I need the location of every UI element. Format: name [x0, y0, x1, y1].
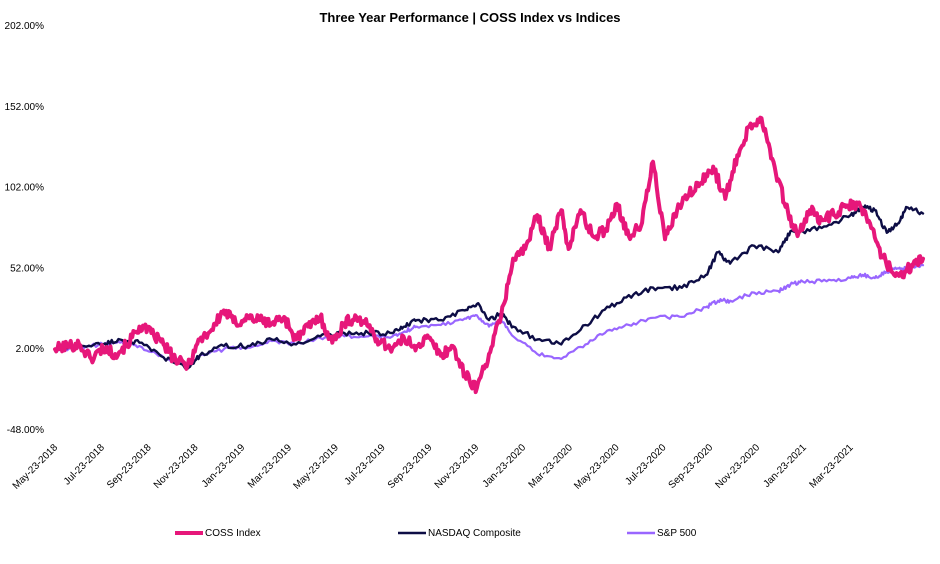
series-lines [53, 115, 925, 395]
x-tick-label: Mar-23-2019 [246, 442, 295, 491]
x-tick-label: Nov-23-2018 [152, 442, 201, 491]
x-tick-label: Jan-23-2020 [481, 442, 529, 490]
x-tick-label: Jul-23-2018 [62, 442, 107, 487]
legend-item-coss-index: COSS Index [175, 528, 261, 539]
y-tick-label: -48.00% [7, 425, 44, 436]
x-tick-label: May-23-2018 [11, 442, 61, 492]
legend-label: COSS Index [205, 528, 261, 539]
legend-item-nasdaq-composite: NASDAQ Composite [398, 528, 521, 539]
x-tick-label: Jul-23-2019 [343, 442, 388, 487]
chart-title: Three Year Performance | COSS Index vs I… [319, 10, 620, 25]
x-tick-label: Nov-23-2019 [433, 442, 482, 491]
x-tick-label: May-23-2020 [572, 442, 622, 492]
y-tick-label: 2.00% [16, 344, 44, 355]
x-tick-label: Jul-23-2020 [623, 442, 668, 487]
coss-index-line [53, 115, 925, 395]
x-tick-label: Sep-23-2018 [105, 442, 154, 491]
legend: COSS Index NASDAQ Composite S&P 500 [175, 528, 697, 539]
legend-label: NASDAQ Composite [428, 528, 521, 539]
y-axis-ticks: -48.00% 2.00% 52.00% 102.00% 152.00% 202.00% [5, 21, 45, 436]
y-tick-label: 52.00% [10, 263, 44, 274]
legend-item-sp500: S&P 500 [627, 528, 697, 539]
x-tick-label: Mar-23-2020 [527, 442, 576, 491]
x-tick-label: May-23-2019 [291, 442, 341, 492]
x-tick-label: Sep-23-2020 [667, 442, 716, 491]
x-tick-label: Jan-23-2019 [200, 442, 248, 490]
x-tick-label: Jan-23-2021 [761, 442, 809, 490]
x-tick-label: Mar-23-2021 [807, 442, 856, 491]
y-tick-label: 102.00% [5, 183, 45, 194]
legend-label: S&P 500 [657, 528, 697, 539]
y-tick-label: 202.00% [5, 21, 45, 32]
nasdaq-composite-line [53, 204, 925, 370]
x-tick-label: Nov-23-2020 [713, 442, 762, 491]
y-tick-label: 152.00% [5, 102, 45, 113]
x-tick-label: Sep-23-2019 [386, 442, 435, 491]
x-axis-ticks: May-23-2018 Jul-23-2018Sep-23-2018Nov-23-… [11, 442, 856, 492]
